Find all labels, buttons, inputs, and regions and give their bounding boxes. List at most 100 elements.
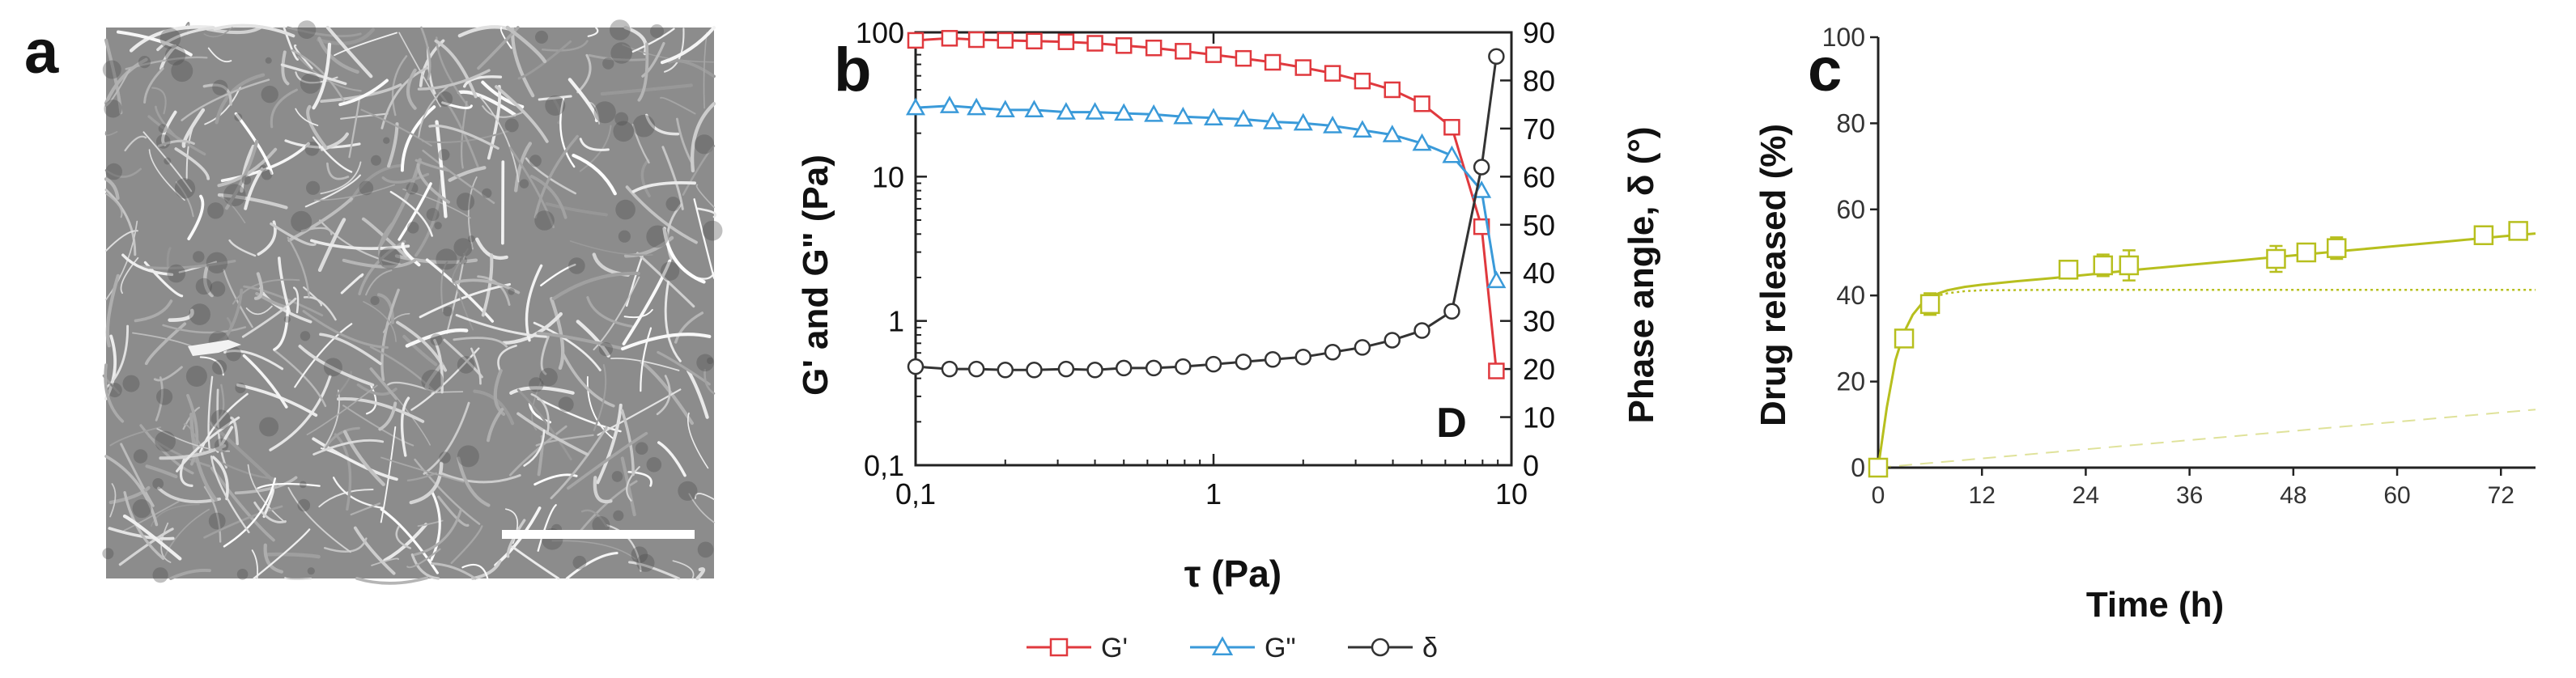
data-point-b bbox=[1352, 120, 1372, 138]
data-point-b bbox=[1488, 362, 1505, 379]
sem-fiber bbox=[186, 393, 199, 466]
sem-fiber bbox=[120, 443, 155, 507]
data-point-b bbox=[1294, 349, 1312, 366]
sem-fiber bbox=[463, 75, 503, 88]
sem-fiber bbox=[253, 272, 264, 300]
sem-pore bbox=[323, 358, 342, 377]
sem-fiber bbox=[523, 430, 546, 467]
sem-pore bbox=[678, 481, 698, 501]
sem-fiber bbox=[424, 362, 444, 389]
data-point-b bbox=[1145, 39, 1163, 57]
sem-pore bbox=[529, 377, 544, 392]
sem-pore bbox=[535, 30, 548, 44]
sem-pore bbox=[207, 202, 224, 219]
sem-pore bbox=[138, 56, 151, 69]
sem-fiber bbox=[342, 258, 417, 269]
sem-fiber bbox=[207, 375, 214, 453]
sem-pore bbox=[383, 137, 390, 144]
sem-pore bbox=[300, 331, 311, 341]
data-point-b bbox=[1086, 35, 1103, 52]
sem-pore bbox=[539, 367, 558, 387]
sem-pore bbox=[646, 225, 670, 248]
sem-fiber bbox=[631, 28, 675, 53]
sem-pore bbox=[697, 541, 714, 558]
sem-fiber bbox=[695, 493, 715, 501]
sem-fiber bbox=[218, 383, 225, 418]
sem-fiber bbox=[104, 455, 159, 527]
sem-fiber bbox=[593, 363, 607, 431]
sem-fiber bbox=[134, 299, 173, 323]
sem-pore bbox=[158, 124, 168, 133]
sem-fiber bbox=[349, 163, 402, 203]
sem-pore bbox=[646, 457, 662, 472]
sem-fiber bbox=[355, 576, 429, 585]
data-point-c bbox=[1868, 457, 1889, 478]
sem-fiber bbox=[350, 502, 380, 516]
sem-fiber bbox=[163, 508, 210, 559]
x-tick-label-c: 48 bbox=[2280, 482, 2306, 509]
x-tick-label-c: 60 bbox=[2383, 482, 2410, 509]
sem-pore bbox=[598, 342, 614, 357]
data-point-c bbox=[2508, 221, 2528, 241]
sem-fiber bbox=[450, 525, 483, 565]
sem-fiber bbox=[622, 44, 715, 63]
sem-fiber bbox=[406, 548, 441, 569]
sem-fiber bbox=[332, 477, 385, 510]
sem-fiber bbox=[143, 67, 164, 104]
sem-fiber bbox=[109, 483, 117, 518]
sem-fiber bbox=[434, 39, 478, 99]
sem-fiber bbox=[104, 177, 120, 201]
sem-fiber bbox=[151, 87, 167, 115]
sem-pore bbox=[519, 179, 529, 189]
sem-pore bbox=[636, 553, 655, 572]
sem-fiber bbox=[220, 142, 311, 183]
sem-pore bbox=[370, 295, 380, 306]
sem-fiber bbox=[378, 222, 393, 267]
sem-fiber bbox=[105, 193, 123, 218]
data-point-b bbox=[1115, 37, 1133, 54]
data-point-b bbox=[1294, 59, 1312, 76]
sem-fiber bbox=[704, 368, 716, 395]
data-point-b bbox=[1203, 108, 1224, 126]
sem-pore bbox=[482, 188, 492, 198]
sem-fiber bbox=[273, 305, 290, 351]
sem-fiber bbox=[551, 271, 640, 301]
data-point-b bbox=[1443, 119, 1460, 136]
sem-fiber bbox=[438, 91, 479, 168]
x-tick-label-c: 36 bbox=[2176, 482, 2203, 509]
sem-pore bbox=[171, 60, 193, 83]
sem-fiber bbox=[703, 32, 708, 109]
sem-fiber bbox=[688, 493, 715, 523]
sem-pore bbox=[611, 471, 623, 482]
sem-fiber bbox=[538, 95, 572, 101]
x-tick-label-c: 12 bbox=[1969, 482, 1996, 509]
y2-tick-label-b: 80 bbox=[1523, 64, 1555, 97]
sem-pore bbox=[155, 134, 171, 149]
data-point-b bbox=[1115, 359, 1133, 377]
sem-pore bbox=[696, 354, 714, 372]
sem-fiber bbox=[530, 393, 550, 435]
data-point-b bbox=[1173, 106, 1193, 125]
sem-fiber bbox=[691, 102, 716, 173]
sem-fiber bbox=[535, 434, 594, 447]
sem-fiber bbox=[207, 47, 232, 63]
y-tick-label-b: 1 bbox=[888, 305, 904, 338]
sem-fiber bbox=[580, 509, 608, 528]
sem-pore bbox=[439, 451, 451, 464]
sem-fiber bbox=[228, 239, 257, 257]
sem-fiber bbox=[402, 334, 438, 367]
sem-fiber bbox=[687, 412, 709, 469]
sem-fiber bbox=[416, 163, 450, 204]
sem-pore bbox=[210, 281, 226, 297]
sem-fiber bbox=[284, 577, 312, 580]
data-point-b bbox=[1233, 108, 1253, 127]
panel-b-ylabel: G' and G" (Pa) bbox=[796, 155, 835, 396]
sem-fiber bbox=[540, 335, 550, 375]
sem-fiber bbox=[203, 27, 233, 38]
y2-tick-label-b: 20 bbox=[1523, 353, 1555, 386]
sem-fiber bbox=[280, 63, 347, 86]
sem-fiber bbox=[644, 113, 680, 136]
sem-fiber bbox=[323, 426, 360, 451]
sem-pore bbox=[283, 316, 291, 323]
sem-fiber bbox=[448, 166, 487, 182]
